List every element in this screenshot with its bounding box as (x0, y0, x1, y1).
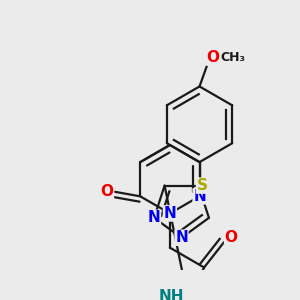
Text: O: O (225, 230, 238, 245)
Text: O: O (206, 50, 220, 65)
Text: N: N (148, 210, 160, 225)
Text: NH: NH (159, 289, 184, 300)
Text: CH₃: CH₃ (220, 51, 245, 64)
Text: N: N (164, 206, 176, 221)
Text: S: S (196, 178, 208, 193)
Text: N: N (193, 189, 206, 204)
Text: N: N (175, 230, 188, 245)
Text: O: O (100, 184, 113, 199)
